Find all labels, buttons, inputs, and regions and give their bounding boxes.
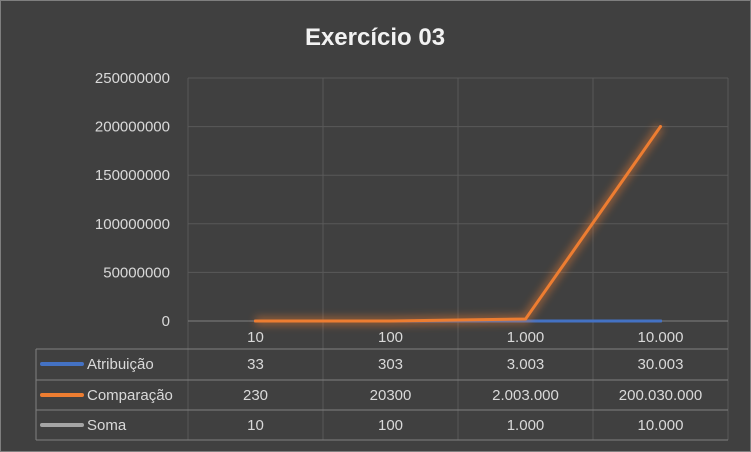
y-tick-label: 150000000 bbox=[95, 167, 170, 184]
data-label: 3.003 bbox=[507, 356, 545, 373]
data-label: 2.003.000 bbox=[492, 387, 559, 404]
data-label: 10.000 bbox=[638, 417, 684, 434]
y-axis: 0 50000000 100000000 150000000 200000000 2500… bbox=[95, 70, 170, 330]
chart-title: Exercício 03 bbox=[305, 24, 445, 51]
data-point bbox=[524, 317, 527, 321]
plot-area bbox=[254, 123, 665, 326]
data-point bbox=[254, 319, 257, 323]
x-category-label: 10 bbox=[247, 329, 264, 346]
data-label: 33 bbox=[247, 356, 264, 373]
x-category-label: 1.000 bbox=[507, 329, 545, 346]
data-label: 20300 bbox=[370, 387, 412, 404]
data-point bbox=[659, 319, 662, 323]
y-tick-label: 50000000 bbox=[103, 264, 170, 281]
x-category-label: 10.000 bbox=[638, 329, 684, 346]
x-category-label: 100 bbox=[378, 329, 403, 346]
data-label: 100 bbox=[378, 417, 403, 434]
data-label: 230 bbox=[243, 387, 268, 404]
data-table: 10 100 1.000 10.000 Atribuição 33 303 3.003 30.0… bbox=[35, 320, 728, 441]
y-tick-label: 200000000 bbox=[95, 119, 170, 136]
y-tick-label: 100000000 bbox=[95, 216, 170, 233]
series-name: Comparação bbox=[87, 387, 173, 404]
y-tick-label: 0 bbox=[162, 313, 170, 330]
series-name: Atribuição bbox=[87, 356, 154, 373]
data-label: 30.003 bbox=[638, 356, 684, 373]
data-point bbox=[389, 319, 392, 323]
series-name: Soma bbox=[87, 417, 127, 434]
data-label: 10 bbox=[247, 417, 264, 434]
data-label: 200.030.000 bbox=[619, 387, 702, 404]
data-point bbox=[659, 125, 662, 129]
y-tick-label: 250000000 bbox=[95, 70, 170, 87]
data-label: 303 bbox=[378, 356, 403, 373]
data-label: 1.000 bbox=[507, 417, 545, 434]
series-line bbox=[254, 125, 662, 323]
